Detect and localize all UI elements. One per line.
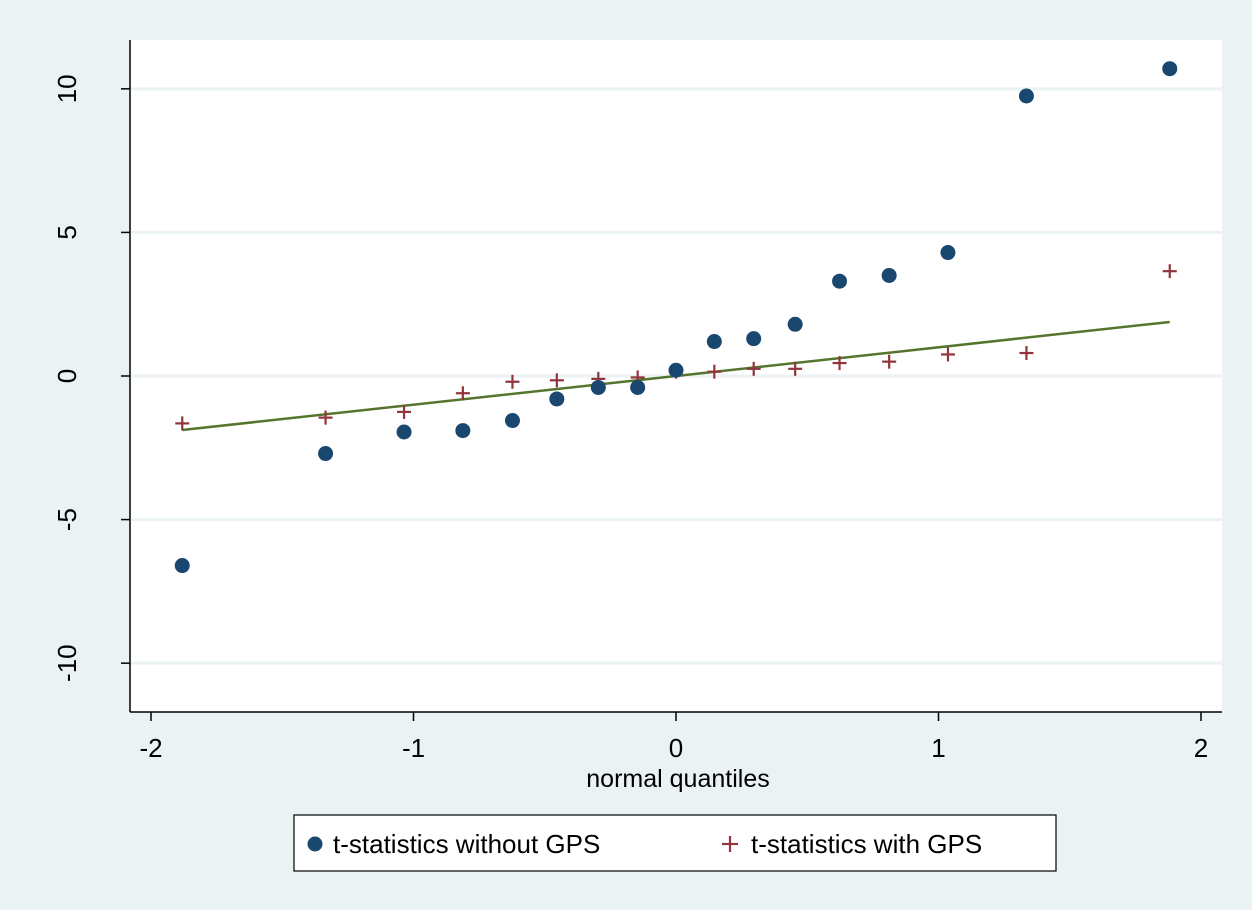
y-tick-label: 0 <box>52 369 82 383</box>
point-without-gps <box>746 331 762 347</box>
point-without-gps <box>668 362 684 378</box>
y-tick-label: 5 <box>52 225 82 239</box>
x-axis-title: normal quantiles <box>586 765 769 793</box>
point-without-gps <box>881 267 897 283</box>
point-with-gps <box>1019 346 1034 361</box>
y-tick-label: -10 <box>52 644 82 682</box>
point-without-gps <box>787 316 803 332</box>
point-without-gps <box>318 446 334 462</box>
point-without-gps <box>940 245 956 261</box>
point-with-gps <box>1162 264 1177 279</box>
point-with-gps <box>832 356 847 371</box>
x-tick-label: 2 <box>1194 733 1208 763</box>
point-without-gps <box>549 391 565 407</box>
point-without-gps <box>455 423 471 439</box>
point-without-gps <box>174 558 190 574</box>
point-with-gps <box>397 404 412 419</box>
x-tick-label: 1 <box>931 733 945 763</box>
point-without-gps <box>706 334 722 350</box>
point-with-gps <box>318 410 333 425</box>
point-without-gps <box>504 413 520 429</box>
legend-marker-with-gps <box>722 836 738 852</box>
legend-box <box>293 814 1057 872</box>
x-tick-label: -1 <box>402 733 425 763</box>
point-with-gps <box>788 361 803 376</box>
x-tick-label: -2 <box>139 733 162 763</box>
point-without-gps <box>630 379 646 395</box>
point-without-gps <box>396 424 412 440</box>
y-tick-label: -5 <box>52 508 82 531</box>
point-with-gps <box>746 361 761 376</box>
point-without-gps <box>1018 88 1034 104</box>
point-without-gps <box>590 379 606 395</box>
data-marks <box>174 61 1178 574</box>
point-with-gps <box>707 364 722 379</box>
point-with-gps <box>940 347 955 362</box>
point-with-gps <box>175 416 190 431</box>
point-without-gps <box>832 273 848 289</box>
legend-label-without-gps: t-statistics without GPS <box>333 829 600 859</box>
legend-label-with-gps: t-statistics with GPS <box>751 829 982 859</box>
point-with-gps <box>455 386 470 401</box>
x-tick-label: 0 <box>669 733 683 763</box>
legend: t-statistics without GPS t-statistics wi… <box>293 814 1057 872</box>
y-tick-label: 10 <box>52 74 82 103</box>
point-with-gps <box>882 354 897 369</box>
legend-marker-without-gps <box>307 836 323 852</box>
point-with-gps <box>549 373 564 388</box>
point-with-gps <box>505 374 520 389</box>
point-without-gps <box>1162 61 1178 77</box>
